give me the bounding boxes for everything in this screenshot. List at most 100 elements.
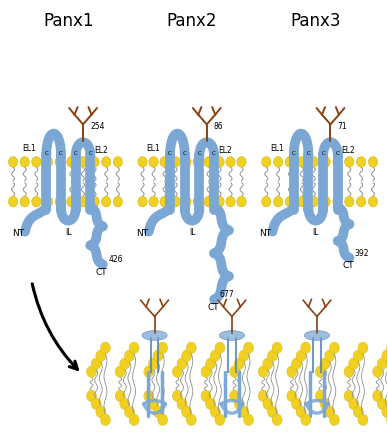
Circle shape xyxy=(182,350,192,361)
Circle shape xyxy=(149,156,158,167)
Circle shape xyxy=(230,390,240,402)
Circle shape xyxy=(244,414,253,426)
Text: Panx3: Panx3 xyxy=(291,12,341,30)
Circle shape xyxy=(20,156,29,167)
Circle shape xyxy=(90,156,99,167)
Circle shape xyxy=(206,398,216,410)
Circle shape xyxy=(96,350,106,361)
Circle shape xyxy=(91,398,101,410)
Circle shape xyxy=(349,358,359,369)
Circle shape xyxy=(100,414,111,426)
Text: Panx1: Panx1 xyxy=(43,12,94,30)
Text: C: C xyxy=(45,151,48,155)
Circle shape xyxy=(215,196,224,207)
Text: C: C xyxy=(307,151,310,155)
Circle shape xyxy=(309,156,319,167)
Circle shape xyxy=(353,350,363,361)
Text: Panx2: Panx2 xyxy=(167,12,217,30)
Text: C: C xyxy=(212,151,216,155)
Circle shape xyxy=(272,414,282,426)
Circle shape xyxy=(239,350,249,361)
Text: EL2: EL2 xyxy=(94,146,108,155)
Circle shape xyxy=(357,156,366,167)
Circle shape xyxy=(215,156,224,167)
Circle shape xyxy=(377,358,387,369)
Circle shape xyxy=(102,196,111,207)
Circle shape xyxy=(267,350,277,361)
Circle shape xyxy=(115,390,125,402)
Circle shape xyxy=(287,366,297,377)
Circle shape xyxy=(301,342,311,354)
Circle shape xyxy=(345,156,354,167)
Circle shape xyxy=(153,406,163,418)
Circle shape xyxy=(129,414,139,426)
Circle shape xyxy=(129,342,139,354)
Circle shape xyxy=(329,342,340,354)
Circle shape xyxy=(244,342,253,354)
Circle shape xyxy=(182,196,191,207)
Circle shape xyxy=(368,196,378,207)
Circle shape xyxy=(285,196,294,207)
Circle shape xyxy=(321,156,330,167)
Circle shape xyxy=(344,390,354,402)
Circle shape xyxy=(90,196,99,207)
Text: CT: CT xyxy=(96,268,107,277)
Circle shape xyxy=(215,414,225,426)
Circle shape xyxy=(226,196,235,207)
Circle shape xyxy=(113,156,123,167)
Circle shape xyxy=(262,196,271,207)
Circle shape xyxy=(91,358,101,369)
Circle shape xyxy=(291,358,301,369)
Text: CT: CT xyxy=(343,261,354,270)
Circle shape xyxy=(67,196,76,207)
Circle shape xyxy=(160,156,169,167)
Text: 71: 71 xyxy=(338,122,347,131)
Circle shape xyxy=(78,156,88,167)
Circle shape xyxy=(32,196,41,207)
Circle shape xyxy=(20,196,29,207)
Circle shape xyxy=(297,196,307,207)
Circle shape xyxy=(87,366,97,377)
Circle shape xyxy=(204,156,213,167)
Circle shape xyxy=(372,390,383,402)
Circle shape xyxy=(321,196,330,207)
Circle shape xyxy=(263,358,273,369)
Circle shape xyxy=(287,390,297,402)
Circle shape xyxy=(320,398,330,410)
Circle shape xyxy=(138,156,147,167)
Ellipse shape xyxy=(219,330,244,340)
Circle shape xyxy=(262,156,271,167)
Circle shape xyxy=(125,350,135,361)
Circle shape xyxy=(125,406,135,418)
Circle shape xyxy=(333,156,342,167)
Circle shape xyxy=(210,350,220,361)
Circle shape xyxy=(160,196,169,207)
Circle shape xyxy=(234,398,244,410)
Circle shape xyxy=(349,398,359,410)
Circle shape xyxy=(386,414,388,426)
Circle shape xyxy=(148,398,158,410)
Text: 392: 392 xyxy=(355,249,369,258)
Circle shape xyxy=(297,156,307,167)
Circle shape xyxy=(149,196,158,207)
Circle shape xyxy=(329,414,340,426)
Circle shape xyxy=(263,398,273,410)
Circle shape xyxy=(172,366,182,377)
Text: C: C xyxy=(168,151,172,155)
Circle shape xyxy=(315,390,326,402)
Circle shape xyxy=(215,342,225,354)
Text: 426: 426 xyxy=(108,256,123,264)
Circle shape xyxy=(43,196,53,207)
Circle shape xyxy=(301,414,311,426)
Circle shape xyxy=(320,358,330,369)
Circle shape xyxy=(258,366,268,377)
Circle shape xyxy=(193,156,202,167)
Circle shape xyxy=(372,366,383,377)
Circle shape xyxy=(182,156,191,167)
Circle shape xyxy=(182,406,192,418)
Text: NT: NT xyxy=(12,229,24,238)
Circle shape xyxy=(172,390,182,402)
Circle shape xyxy=(138,196,147,207)
Circle shape xyxy=(210,406,220,418)
Circle shape xyxy=(120,398,130,410)
